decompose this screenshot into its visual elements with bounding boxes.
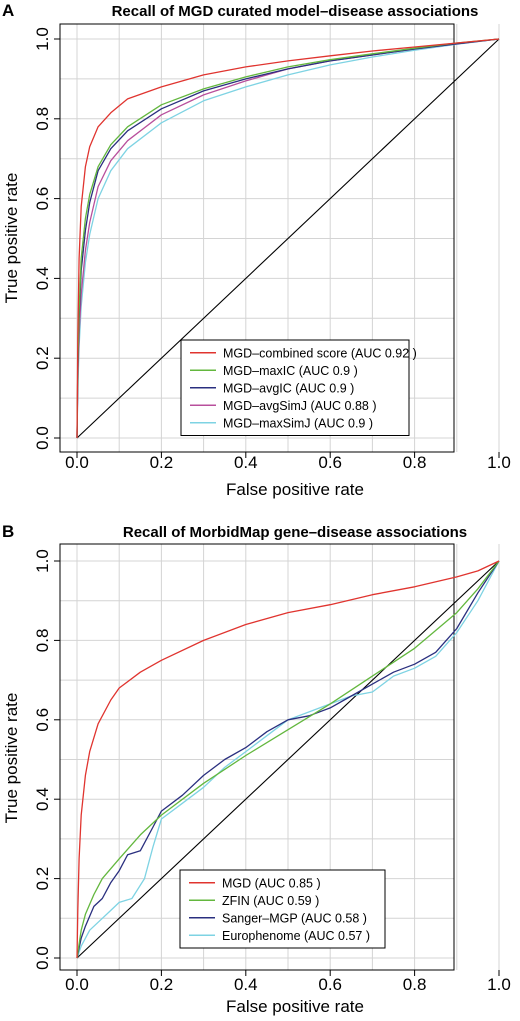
y-tick-label: 0.4 <box>33 267 52 291</box>
panel-a-series-group <box>76 38 500 439</box>
series-line <box>76 38 500 439</box>
x-tick-label: 0.6 <box>318 975 342 994</box>
x-tick-label: 0.2 <box>150 453 174 472</box>
y-tick-label: 0.6 <box>33 708 52 732</box>
legend-box <box>180 339 410 436</box>
panel-a-diagonal-reference-line <box>76 38 500 439</box>
panel-b: B Recall of MorbidMap gene–disease assoc… <box>2 522 511 1016</box>
y-tick-label: 1.0 <box>33 27 52 51</box>
panel-b-title: Recall of MorbidMap gene–disease associa… <box>123 524 467 541</box>
panel-b-letter: B <box>2 522 14 541</box>
series-line <box>76 38 500 439</box>
y-tick-label: 0.4 <box>33 787 52 811</box>
legend-entry-label: MGD–combined score (AUC 0.92 ) <box>223 346 417 360</box>
x-tick-label: 0.4 <box>234 975 258 994</box>
x-tick-label: 0.0 <box>65 453 89 472</box>
x-tick-label: 0.6 <box>318 453 342 472</box>
panel-b-y-axis-label: True positive rate <box>2 693 21 824</box>
panel-b-plot-frame <box>59 543 455 971</box>
y-tick-label: 0.0 <box>33 426 52 450</box>
series-line <box>76 560 500 959</box>
y-tick-label: 1.0 <box>33 549 52 573</box>
legend-entry-label: ZFIN (AUC 0.59 ) <box>222 894 319 908</box>
legend-entry-label: MGD–avgSimJ (AUC 0.88 ) <box>223 399 377 413</box>
series-line <box>76 560 500 959</box>
legend-entry-label: MGD–maxIC (AUC 0.9 ) <box>223 364 358 378</box>
panel-a-letter: A <box>2 1 14 20</box>
x-tick-label: 0.4 <box>234 453 258 472</box>
panel-b-series-group <box>76 560 500 959</box>
panel-b-x-axis-label: False positive rate <box>226 997 364 1016</box>
series-line <box>76 560 500 959</box>
panel-a: A Recall of MGD curated model–disease as… <box>2 1 511 499</box>
panel-a-plot-frame <box>59 23 455 453</box>
x-tick-label: 0.8 <box>403 975 427 994</box>
legend-entry-label: Europhenome (AUC 0.57 ) <box>222 929 370 943</box>
y-tick-label: 0.8 <box>33 107 52 131</box>
y-tick-label: 0.2 <box>33 867 52 891</box>
x-tick-label: 1.0 <box>487 975 511 994</box>
panel-a-legend: MGD–combined score (AUC 0.92 ) MGD–maxIC … <box>180 339 417 436</box>
series-line <box>76 560 500 959</box>
legend-entry-label: Sanger–MGP (AUC 0.58 ) <box>222 911 367 925</box>
x-tick-label: 0.0 <box>65 975 89 994</box>
y-tick-label: 0.2 <box>33 346 52 370</box>
y-tick-label: 0.0 <box>33 946 52 970</box>
panel-a-title: Recall of MGD curated model–disease asso… <box>112 3 479 20</box>
panel-a-y-axis-label: True positive rate <box>2 173 21 304</box>
x-tick-label: 0.8 <box>403 453 427 472</box>
panel-a-x-axis-label: False positive rate <box>226 480 364 499</box>
y-tick-label: 0.8 <box>33 629 52 653</box>
x-tick-label: 0.2 <box>150 975 174 994</box>
legend-entry-label: MGD (AUC 0.85 ) <box>222 876 321 890</box>
x-tick-label: 1.0 <box>487 453 511 472</box>
y-tick-label: 0.6 <box>33 187 52 211</box>
panel-b-diagonal-reference-line <box>76 560 500 959</box>
panel-b-legend: MGD (AUC 0.85 ) ZFIN (AUC 0.59 ) Sanger–MG… <box>179 869 386 949</box>
legend-entry-label: MGD–avgIC (AUC 0.9 ) <box>223 381 354 395</box>
legend-entry-label: MGD–maxSimJ (AUC 0.9 ) <box>223 416 373 430</box>
